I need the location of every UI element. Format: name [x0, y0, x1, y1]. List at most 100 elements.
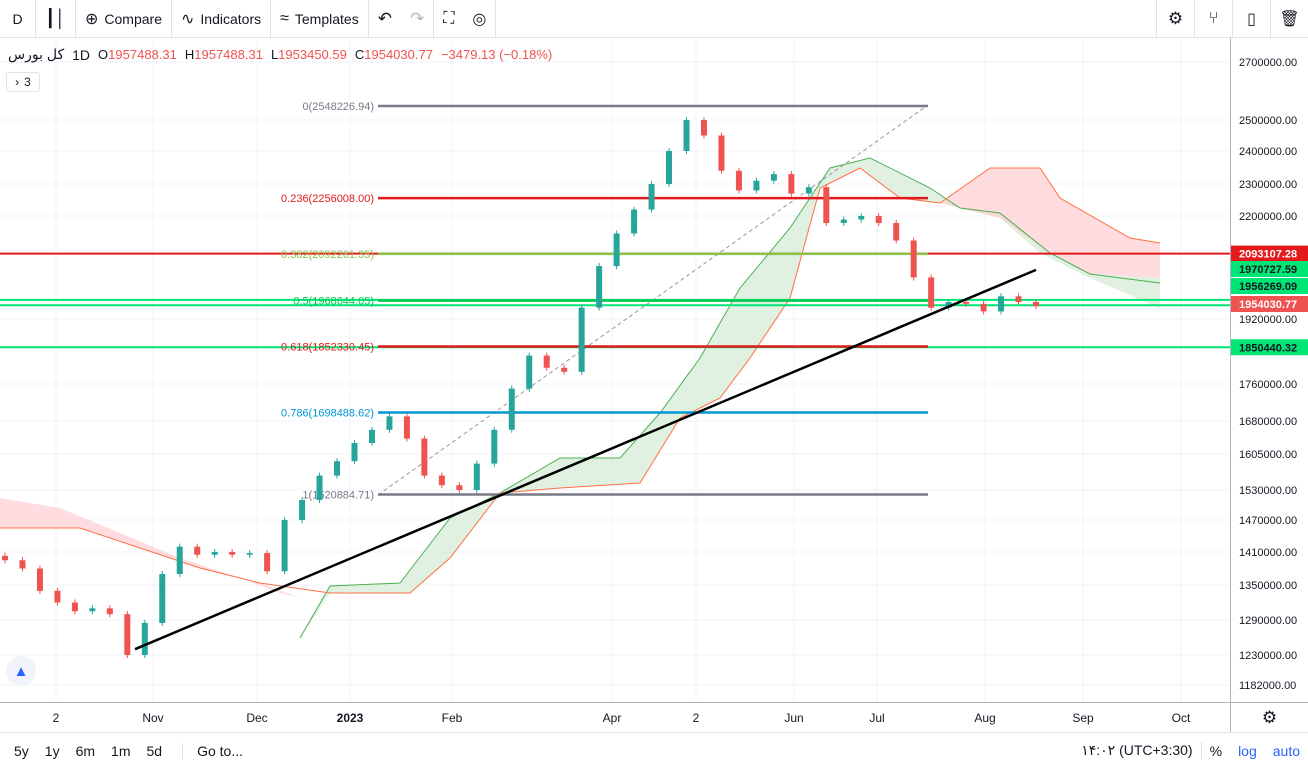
indicators-button[interactable]: ∿ Indicators [172, 0, 272, 38]
candle-body [753, 180, 760, 191]
plus-circle-icon: ⊕ [85, 10, 99, 28]
bottom-bar: 5y 1y 6m 1m 5d Go to... ۱۴:۰۲ (UTC+3:30) % l… [0, 732, 1308, 768]
auto-toggle[interactable]: auto [1272, 742, 1300, 759]
snapshot-button[interactable]: ▯ [1232, 0, 1270, 38]
candle-body [543, 355, 550, 368]
range-buttons: 5y 1y 6m 1m 5d [0, 743, 170, 759]
candle-body [840, 219, 847, 223]
candle-body [1015, 296, 1022, 302]
candle-body [648, 184, 655, 210]
candle-body [176, 546, 183, 574]
candle-body [19, 560, 26, 569]
candle-body [159, 574, 166, 623]
candle-body [438, 475, 445, 486]
indicators-toggle[interactable]: › 3 [6, 72, 40, 92]
price-tag-3: 1954030.77 [1239, 299, 1297, 311]
delete-button[interactable]: 🗑 [1270, 0, 1308, 38]
price-tick-6: 1920000.00 [1239, 314, 1297, 326]
chart-type-button[interactable]: ┃│ [36, 0, 76, 38]
range-5d[interactable]: 5d [146, 742, 163, 759]
undo-icon: ↶ [377, 8, 392, 28]
compare-button[interactable]: ⊕ Compare [76, 0, 172, 38]
range-1m[interactable]: 1m [111, 742, 131, 759]
span-b-line [0, 167, 1161, 594]
symbol-button[interactable]: D [0, 0, 36, 38]
chart-svg[interactable]: 0(2548226.94) 0.236(2256008.00) 0.382(2092… [0, 38, 1230, 702]
price-tick-13: 1350000.00 [1239, 580, 1297, 592]
price-tick-9: 1605000.00 [1239, 449, 1297, 461]
hide-drawings-button[interactable]: ◎ [463, 0, 497, 38]
range-5y[interactable]: 5y [14, 742, 29, 759]
trendline[interactable] [134, 268, 1037, 651]
legend-low: L1953450.59 [270, 47, 347, 62]
indicators-label: Indicators [200, 10, 262, 27]
candle-body [875, 216, 882, 223]
time-tick-7: Jun [784, 711, 803, 725]
time-axis-svg: 2 Nov Dec 2023 Feb Apr 2 Jun Jul Aug Sep Oct [53, 711, 1191, 725]
price-tag-2: 1956269.09 [1239, 281, 1297, 293]
candle-body [508, 388, 515, 430]
symbol-label: D [12, 10, 23, 27]
candle-body [211, 552, 218, 555]
templates-button[interactable]: ≈ Templates [271, 0, 369, 38]
candle-body [683, 120, 690, 151]
legend-open: O1957488.31 [98, 47, 177, 62]
share-button[interactable]: ⑂ [1194, 0, 1232, 38]
price-tick-4: 2200000.00 [1239, 211, 1297, 223]
candle-body [735, 170, 742, 191]
candle-body [578, 307, 585, 372]
price-tick-1: 2500000.00 [1239, 115, 1297, 127]
timezone-label[interactable]: ۱۴:۰۲ (UTC+3:30) [1073, 742, 1202, 759]
candle-body [613, 233, 620, 267]
undo-button[interactable]: ↶ [369, 0, 401, 38]
time-axis[interactable]: 2 Nov Dec 2023 Feb Apr 2 Jun Jul Aug Sep Oct [0, 702, 1230, 732]
axis-settings-button[interactable]: ⚙ [1230, 702, 1308, 732]
candle-body [596, 266, 603, 308]
fib-label-0.236: 0.236(2256008.00) [281, 193, 374, 205]
range-6m[interactable]: 6m [75, 742, 96, 759]
top-toolbar: D ┃│ ⊕ Compare ∿ Indicators ≈ Templates ↶ ↷… [0, 0, 1308, 38]
price-axis[interactable]: 2700000.00 2500000.00 2400000.00 2300000.00… [1230, 38, 1308, 702]
span-a-line [299, 157, 1161, 639]
candle-body [299, 500, 306, 520]
goto-button[interactable]: Go to... [182, 742, 243, 759]
trash-icon: 🗑 [1279, 10, 1300, 28]
log-toggle[interactable]: log [1238, 742, 1257, 759]
legend-timeframe: 1D [72, 46, 91, 63]
percent-toggle[interactable]: % [1209, 742, 1223, 759]
price-tick-11: 1470000.00 [1239, 515, 1297, 527]
chart-pane[interactable]: 0(2548226.94) 0.236(2256008.00) 0.382(2092… [0, 38, 1230, 702]
candle-body [700, 120, 707, 136]
redo-button[interactable]: ↷ [401, 0, 435, 38]
time-tick-0: 2 [53, 711, 60, 725]
price-tag-bg-4 [1231, 339, 1308, 356]
time-tick-10: Sep [1072, 711, 1094, 725]
share-icon: ⑂ [1208, 9, 1219, 27]
legend-high: H1957488.31 [184, 47, 263, 62]
price-tick-16: 1182000.00 [1239, 680, 1296, 692]
price-tick-14: 1290000.00 [1239, 615, 1297, 627]
price-tick-0: 2700000.00 [1239, 57, 1297, 69]
candle-body [631, 209, 638, 234]
price-tick-2: 2400000.00 [1239, 146, 1297, 158]
candle-body [770, 174, 777, 181]
candle-body [386, 416, 393, 430]
settings-button[interactable]: ⚙ [1156, 0, 1194, 38]
candle-body [718, 135, 725, 171]
candle-body [473, 463, 480, 490]
kumo-bullish [300, 158, 1160, 638]
kumo-bearish-right [940, 168, 1160, 278]
candle-body [281, 520, 288, 572]
price-tag-bg-1 [1231, 261, 1308, 277]
candle-body [2, 555, 8, 561]
fullscreen-button[interactable]: ⛶ [434, 0, 463, 38]
price-tick-12: 1410000.00 [1239, 547, 1297, 559]
candle-body [963, 302, 970, 304]
range-1y[interactable]: 1y [44, 742, 60, 759]
candle-body [246, 553, 253, 555]
fib-label-0.618: 0.618(1852330.45) [281, 341, 374, 353]
price-tick-8: 1680000.00 [1239, 416, 1297, 428]
candle-body [491, 429, 498, 464]
legend-symbol: کل بورس [8, 46, 65, 62]
tradingview-logo-icon[interactable]: ▲ [6, 656, 36, 686]
